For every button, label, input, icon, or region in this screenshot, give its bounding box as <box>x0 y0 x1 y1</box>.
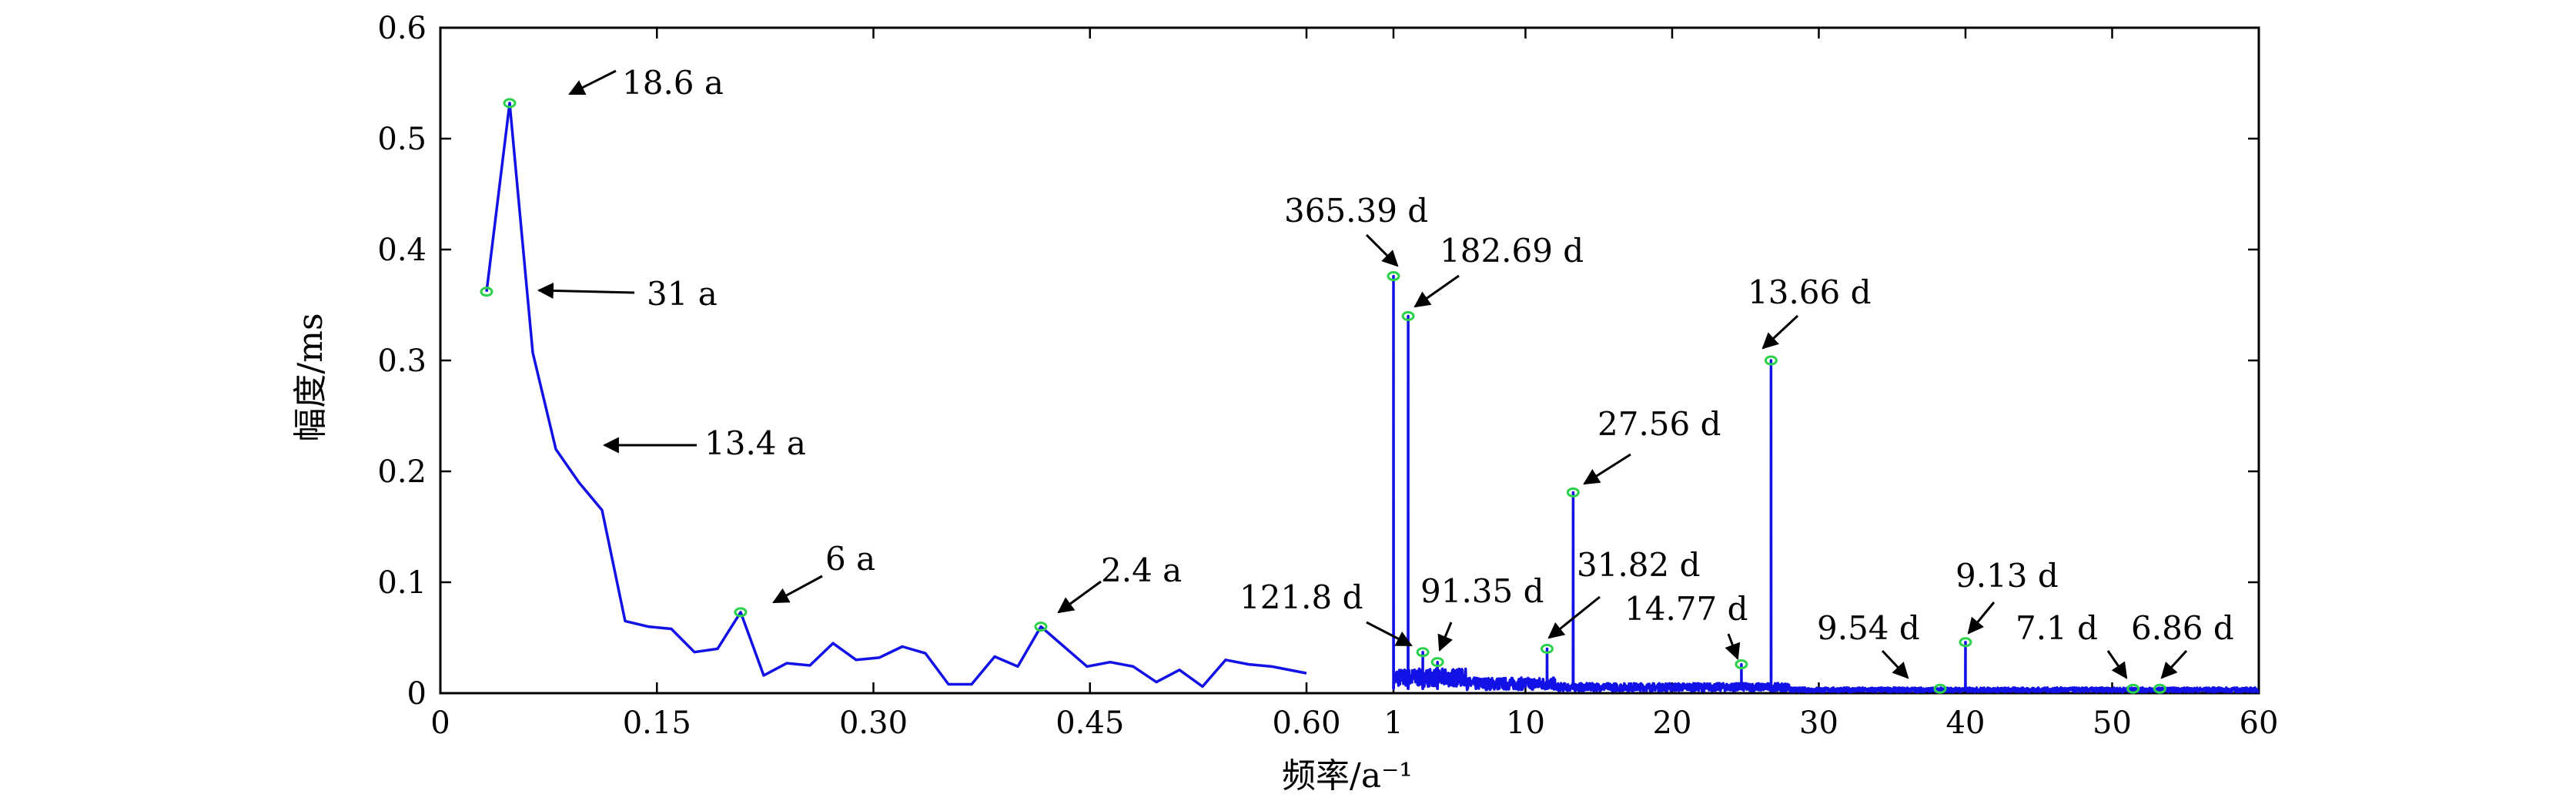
y-tick-label: 0.4 <box>377 233 427 268</box>
annotation-arrow <box>1583 453 1631 485</box>
x-tick-label: 10 <box>1506 705 1545 741</box>
x-tick-label: 0.30 <box>839 705 908 741</box>
annotation-arrow <box>1881 649 1909 679</box>
annotation-label: 182.69 d <box>1440 232 1584 270</box>
annotation-label: 13.4 a <box>704 424 806 462</box>
x-tick-label: 20 <box>1653 705 1692 741</box>
peak-marker <box>1735 659 1748 670</box>
annotation-arrow <box>1761 314 1799 350</box>
annotation-arrow <box>1967 602 1996 635</box>
y-tick-label: 0.1 <box>377 565 427 601</box>
high-frequency-series <box>1392 274 2260 694</box>
peak-marker <box>1566 487 1580 498</box>
peak-marker <box>1430 657 1444 668</box>
peak-annotations: 18.6 a 31 a 13.4 a 6 a 2.4 a 365.39 d 182.69 d… <box>537 64 2234 679</box>
annotation-arrow <box>1413 274 1460 308</box>
annotation-arrow <box>772 575 823 604</box>
x-tick-label: 60 <box>2240 705 2279 741</box>
x-tick-label: 0.15 <box>623 705 691 741</box>
peak-marker <box>1540 643 1554 654</box>
annotation-arrow <box>1365 233 1399 267</box>
peak-marker <box>1764 355 1778 366</box>
annotation-label: 91.35 d <box>1420 572 1544 610</box>
peak-marker <box>1401 310 1415 321</box>
low-frequency-series <box>485 102 1307 689</box>
x-axis: 0 0.15 0.30 0.45 0.60 1 10 20 30 40 50 60 <box>430 28 2278 741</box>
x-tick-label: 0.45 <box>1055 705 1124 741</box>
annotation-label: 14.77 d <box>1624 590 1748 628</box>
x-tick-label: 1 <box>1383 705 1403 741</box>
annotation-label: 2.4 a <box>1101 551 1182 589</box>
annotation-label: 6 a <box>825 540 875 578</box>
annotation-arrow <box>1437 622 1453 652</box>
annotation-label: 9.54 d <box>1817 609 1920 647</box>
peak-marker <box>503 98 517 109</box>
y-tick-label: 0.2 <box>377 454 427 490</box>
peak-marker <box>2126 683 2140 694</box>
x-tick-label: 0.60 <box>1272 705 1340 741</box>
annotation-label: 18.6 a <box>622 64 724 102</box>
annotation-arrow <box>568 69 617 96</box>
peak-marker <box>1387 271 1400 282</box>
y-tick-label: 0.5 <box>377 122 427 157</box>
annotation-arrow <box>1547 595 1601 639</box>
annotation-arrow <box>2160 649 2188 679</box>
peak-marker <box>734 607 748 618</box>
annotation-label: 121.8 d <box>1239 578 1363 616</box>
y-axis-title: 幅度/ms <box>291 313 330 441</box>
annotation-arrow <box>1725 633 1741 660</box>
peak-marker <box>480 287 493 297</box>
x-tick-label: 50 <box>2093 705 2132 741</box>
y-tick-label: 0.6 <box>377 11 427 46</box>
annotation-label: 27.56 d <box>1597 405 1721 443</box>
x-tick-label: 0 <box>430 705 450 741</box>
peak-marker <box>1933 683 1947 694</box>
peak-marker <box>1416 647 1430 658</box>
x-tick-label: 30 <box>1799 705 1838 741</box>
x-tick-label: 40 <box>1946 705 1986 741</box>
annotation-arrow <box>537 282 635 299</box>
annotation-arrow <box>1366 621 1413 647</box>
annotation-label: 6.86 d <box>2131 609 2234 647</box>
annotation-label: 31.82 d <box>1577 546 1700 584</box>
y-tick-label: 0.3 <box>377 344 427 379</box>
peak-marker <box>1959 637 1972 648</box>
annotation-arrow <box>2106 650 2128 679</box>
y-axis: 0 0.1 0.2 0.3 0.4 0.5 0.6 <box>377 11 2259 712</box>
annotation-label: 7.1 d <box>2016 609 2098 647</box>
annotation-label: 13.66 d <box>1748 273 1871 311</box>
annotation-label: 9.13 d <box>1955 557 2059 595</box>
annotation-label: 365.39 d <box>1284 192 1428 230</box>
x-axis-title: 频率/a⁻¹ <box>1282 756 1413 796</box>
low-frequency-line <box>485 102 1307 689</box>
peak-marker <box>2153 683 2166 694</box>
high-frequency-line <box>1392 274 2260 694</box>
annotation-arrow <box>1057 580 1102 614</box>
annotation-label: 31 a <box>647 275 718 313</box>
y-tick-label: 0 <box>407 676 427 712</box>
peak-marker <box>1034 622 1048 632</box>
peak-markers <box>480 98 2166 694</box>
